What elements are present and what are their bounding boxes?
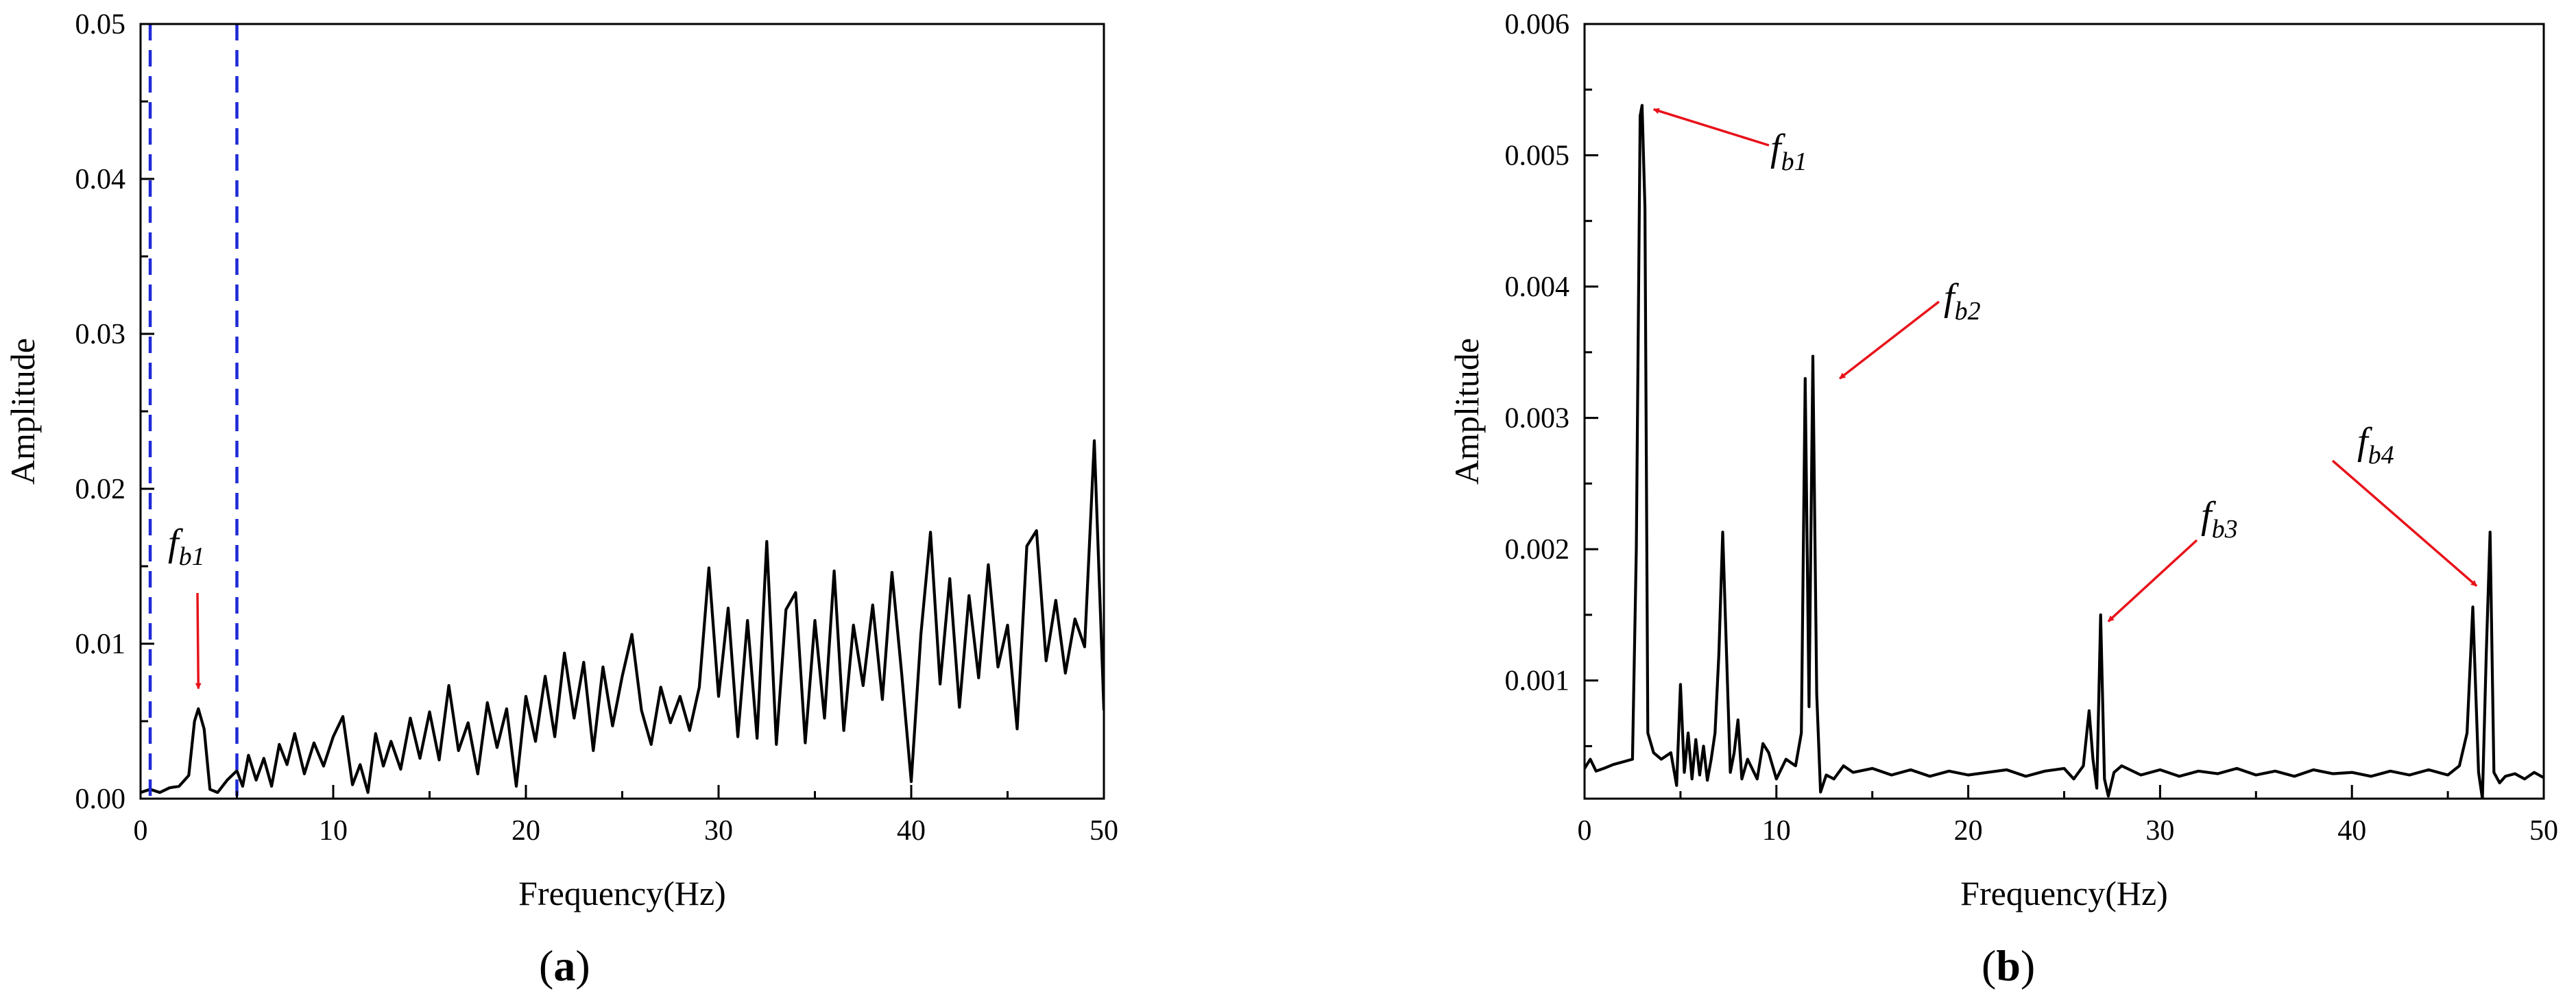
x-tick-label-b: 20 <box>1954 815 1983 847</box>
x-tick-label-a: 20 <box>511 815 540 847</box>
annotation-arrow-b-4 <box>2331 459 2478 588</box>
y-tick-label-a: 0.01 <box>75 629 126 660</box>
x-tick-label-b: 40 <box>2337 815 2366 847</box>
x-tick-label-b: 30 <box>2145 815 2174 847</box>
annotation-label-b-3: fb3 <box>2201 494 2238 544</box>
annotation-subscript: b4 <box>2368 441 2394 470</box>
x-axis-label-a: Frequency(Hz) <box>518 874 726 912</box>
y-tick-label-a: 0.03 <box>75 319 126 350</box>
x-tick-label-a: 0 <box>134 815 148 847</box>
y-tick-label-b: 0.002 <box>1505 534 1570 566</box>
x-tick-label-a: 30 <box>704 815 733 847</box>
y-tick-label-b: 0.003 <box>1505 403 1570 435</box>
x-tick-label-a: 50 <box>1090 815 1118 847</box>
annotation-arrow-b-2 <box>1839 300 1940 380</box>
x-tick-label-a: 40 <box>897 815 926 847</box>
annotation-arrow-a-1 <box>195 592 202 690</box>
data-series-line-b-0 <box>1585 104 2544 799</box>
x-tick-label-b: 10 <box>1762 815 1791 847</box>
chart-panel-b: 0 10 20 30 40 50 0.001 0.002 0.003 0.004 0.005 0.00… <box>1447 9 2558 912</box>
panel-label-b: (b) <box>1982 941 2036 990</box>
y-tick-label-b: 0.004 <box>1505 271 1570 303</box>
annotation-label-b-2: fb2 <box>1944 276 1981 326</box>
annotation-subscript: b1 <box>179 542 205 571</box>
y-tick-label-a: 0.02 <box>75 474 126 505</box>
y-tick-label-b: 0.005 <box>1505 141 1570 172</box>
panel-letter-a: a <box>553 941 576 990</box>
annotation-label-b-4: fb4 <box>2357 420 2394 470</box>
annotation-subscript: b1 <box>1781 147 1807 176</box>
panel-letter-b: b <box>1996 941 2021 990</box>
annotation-arrow-b-3 <box>2107 539 2198 622</box>
y-tick-label-a: 0.05 <box>75 9 126 40</box>
x-tick-label-b: 50 <box>2529 815 2558 847</box>
x-tick-label-b: 0 <box>1578 815 1592 847</box>
y-axis-label-a: Amplitude <box>3 338 42 485</box>
panel-label-a: (a) <box>539 941 590 990</box>
y-tick-label-a: 0.04 <box>75 164 126 195</box>
y-tick-label-b: 0.006 <box>1505 9 1570 40</box>
chart-panel-a: 0 10 20 30 40 50 0.00 0.01 0.02 0.03 0.04 0.05 Frequ… <box>3 9 1118 912</box>
annotation-arrow-b-1 <box>1652 108 1770 147</box>
annotation-subscript: b2 <box>1955 297 1981 326</box>
annotation-label-b-1: fb1 <box>1770 127 1807 176</box>
annotation-label-a-1: fb1 <box>168 522 205 571</box>
y-tick-label-b: 0.001 <box>1505 666 1570 697</box>
x-tick-label-a: 10 <box>319 815 348 847</box>
data-series-line-a-0 <box>141 439 1104 795</box>
y-tick-label-a: 0.00 <box>75 784 126 815</box>
y-axis-label-b: Amplitude <box>1447 338 1486 485</box>
x-axis-label-b: Frequency(Hz) <box>1960 874 2168 912</box>
annotation-subscript: b3 <box>2212 515 2238 544</box>
